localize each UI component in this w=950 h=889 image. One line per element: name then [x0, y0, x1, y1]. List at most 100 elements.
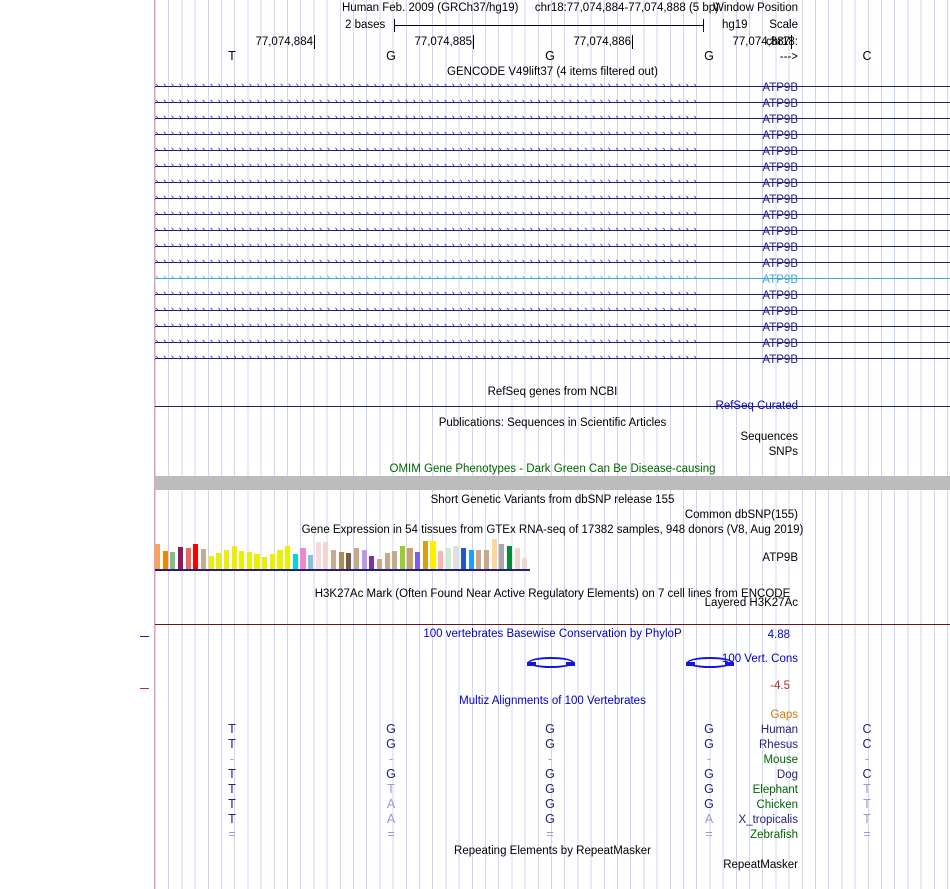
gencode-gene-label[interactable]: ATP9B	[762, 194, 798, 206]
gencode-transcript-row[interactable]: ››››››››››››››››››››››››››››››››››››››››…	[155, 353, 950, 364]
gtex-tissue-bar[interactable]	[422, 541, 428, 570]
gencode-gene-label[interactable]: ATP9B	[762, 338, 798, 350]
gtex-tissue-bar[interactable]	[407, 548, 413, 570]
multiz-species-label[interactable]: Rhesus	[759, 739, 798, 751]
gencode-transcript-row[interactable]: ››››››››››››››››››››››››››››››››››››››››…	[155, 113, 950, 124]
gtex-tissue-bar[interactable]	[216, 553, 222, 570]
gencode-transcript-row[interactable]: ››››››››››››››››››››››››››››››››››››››››…	[155, 177, 950, 188]
gtex-tissue-bar[interactable]	[155, 544, 161, 570]
transcript-line	[155, 166, 950, 167]
gtex-tissue-bar[interactable]	[308, 555, 314, 570]
gtex-tissue-bar[interactable]	[453, 546, 459, 570]
gencode-gene-label[interactable]: ATP9B	[762, 162, 798, 174]
gtex-tissue-bar[interactable]	[445, 548, 451, 570]
multiz-species-label[interactable]: X_tropicalis	[738, 814, 798, 826]
gencode-gene-label[interactable]: ATP9B	[762, 354, 798, 366]
gencode-gene-label[interactable]: ATP9B	[762, 274, 798, 286]
gencode-transcript-row[interactable]: ››››››››››››››››››››››››››››››››››››››››…	[155, 225, 950, 236]
gencode-transcript-row[interactable]: ››››››››››››››››››››››››››››››››››››››››…	[155, 129, 950, 140]
gencode-transcript-row[interactable]: ››››››››››››››››››››››››››››››››››››››››…	[155, 273, 950, 284]
gtex-tissue-bar[interactable]	[315, 542, 321, 570]
gtex-tissue-bar[interactable]	[300, 548, 306, 570]
gencode-transcript-row[interactable]: ››››››››››››››››››››››››››››››››››››››››…	[155, 161, 950, 172]
gencode-transcript-row[interactable]: ››››››››››››››››››››››››››››››››››››››››…	[155, 209, 950, 220]
gtex-tissue-bar[interactable]	[476, 550, 482, 570]
gencode-transcript-row[interactable]: ››››››››››››››››››››››››››››››››››››››››…	[155, 289, 950, 300]
gencode-gene-label[interactable]: ATP9B	[762, 322, 798, 334]
gtex-tissue-bar[interactable]	[323, 542, 329, 570]
gencode-gene-label[interactable]: ATP9B	[762, 82, 798, 94]
gtex-tissue-bar[interactable]	[499, 544, 505, 570]
gencode-gene-label[interactable]: ATP9B	[762, 114, 798, 126]
gencode-transcript-row[interactable]: ››››››››››››››››››››››››››››››››››››››››…	[155, 193, 950, 204]
gtex-tissue-bar[interactable]	[461, 548, 467, 570]
gtex-tissue-bar[interactable]	[338, 552, 344, 570]
gencode-gene-label[interactable]: ATP9B	[762, 146, 798, 158]
gtex-tissue-bar[interactable]	[185, 548, 191, 570]
gtex-tissue-bar[interactable]	[361, 550, 367, 570]
gencode-gene-label[interactable]: ATP9B	[762, 290, 798, 302]
gtex-tissue-bar[interactable]	[239, 551, 245, 570]
gtex-tissue-bar[interactable]	[246, 552, 252, 570]
gencode-transcript-row[interactable]: ››››››››››››››››››››››››››››››››››››››››…	[155, 257, 950, 268]
gtex-tissue-bar[interactable]	[162, 551, 168, 570]
multiz-species-label[interactable]: Chicken	[756, 799, 798, 811]
gtex-tissue-bar[interactable]	[376, 559, 383, 570]
gtex-tissue-bar[interactable]	[269, 554, 275, 570]
gtex-tissue-bar[interactable]	[483, 550, 490, 570]
gtex-tissue-bar[interactable]	[353, 548, 360, 570]
gtex-tissue-bar[interactable]	[177, 547, 184, 570]
gencode-gene-label[interactable]: ATP9B	[762, 258, 798, 270]
gtex-tissue-bar[interactable]	[369, 556, 375, 570]
gtex-tissue-bar[interactable]	[430, 541, 436, 570]
multiz-species-label[interactable]: Human	[760, 724, 798, 736]
strand-arrow-icon: ››››››››››››››››››››››››››››››››››››››››…	[155, 273, 701, 283]
gencode-transcript-row[interactable]: ››››››››››››››››››››››››››››››››››››››››…	[155, 97, 950, 108]
gtex-tissue-bar[interactable]	[468, 550, 474, 570]
gtex-tissue-bar[interactable]	[262, 557, 268, 570]
transcript-line	[155, 182, 950, 183]
gencode-gene-label[interactable]: ATP9B	[762, 98, 798, 110]
gencode-gene-label[interactable]: ATP9B	[762, 210, 798, 222]
strand-arrow-icon: ››››››››››››››››››››››››››››››››››››››››…	[155, 289, 701, 299]
gtex-tissue-bar[interactable]	[193, 544, 199, 570]
gencode-gene-label[interactable]: ATP9B	[762, 130, 798, 142]
gtex-tissue-bar[interactable]	[399, 546, 405, 570]
gtex-tissue-bar[interactable]	[254, 554, 260, 570]
gtex-tissue-bar[interactable]	[223, 550, 230, 570]
multiz-species-label[interactable]: Elephant	[752, 784, 798, 796]
multiz-species-label[interactable]: Dog	[776, 769, 798, 781]
gencode-gene-label[interactable]: ATP9B	[762, 242, 798, 254]
gtex-tissue-bar[interactable]	[346, 553, 352, 570]
gtex-tissue-bar[interactable]	[514, 548, 520, 570]
gencode-gene-label[interactable]: ATP9B	[762, 226, 798, 238]
gtex-tissue-bar[interactable]	[285, 546, 291, 570]
gencode-transcript-row[interactable]: ››››››››››››››››››››››››››››››››››››››››…	[155, 145, 950, 156]
gencode-transcript-row[interactable]: ››››››››››››››››››››››››››››››››››››››››…	[155, 81, 950, 92]
gtex-tissue-bar[interactable]	[506, 546, 513, 570]
gtex-track-title: Gene Expression in 54 tissues from GTEx …	[301, 524, 804, 536]
gencode-transcript-row[interactable]: ››››››››››››››››››››››››››››››››››››››››…	[155, 241, 950, 252]
multiz-species-label[interactable]: Zebrafish	[750, 829, 798, 841]
gencode-transcript-row[interactable]: ››››››››››››››››››››››››››››››››››››››››…	[155, 321, 950, 332]
transcript-line	[155, 310, 950, 311]
gtex-tissue-bar[interactable]	[170, 552, 176, 570]
gtex-tissue-bar[interactable]	[415, 552, 421, 570]
gtex-tissue-bar[interactable]	[491, 539, 497, 570]
gtex-tissue-bar[interactable]	[231, 546, 237, 570]
gtex-tissue-bar[interactable]	[208, 556, 214, 570]
gtex-tissue-bar[interactable]	[330, 550, 337, 570]
gencode-transcript-row[interactable]: ››››››››››››››››››››››››››››››››››››››››…	[155, 337, 950, 348]
gtex-tissue-bar[interactable]	[392, 551, 398, 570]
gtex-tissue-bar[interactable]	[292, 554, 298, 570]
gtex-tissue-bar[interactable]	[384, 553, 390, 570]
gencode-gene-label[interactable]: ATP9B	[762, 178, 798, 190]
gtex-tissue-bar[interactable]	[438, 551, 444, 570]
gencode-transcript-row[interactable]: ››››››››››››››››››››››››››››››››››››››››…	[155, 305, 950, 316]
multiz-species-label[interactable]: Mouse	[763, 754, 798, 766]
gtex-tissue-bar[interactable]	[522, 558, 528, 570]
gtex-tissue-bar[interactable]	[277, 550, 283, 570]
scale-value: 2 bases	[345, 19, 386, 31]
gtex-tissue-bar[interactable]	[200, 549, 207, 570]
gencode-gene-label[interactable]: ATP9B	[762, 306, 798, 318]
